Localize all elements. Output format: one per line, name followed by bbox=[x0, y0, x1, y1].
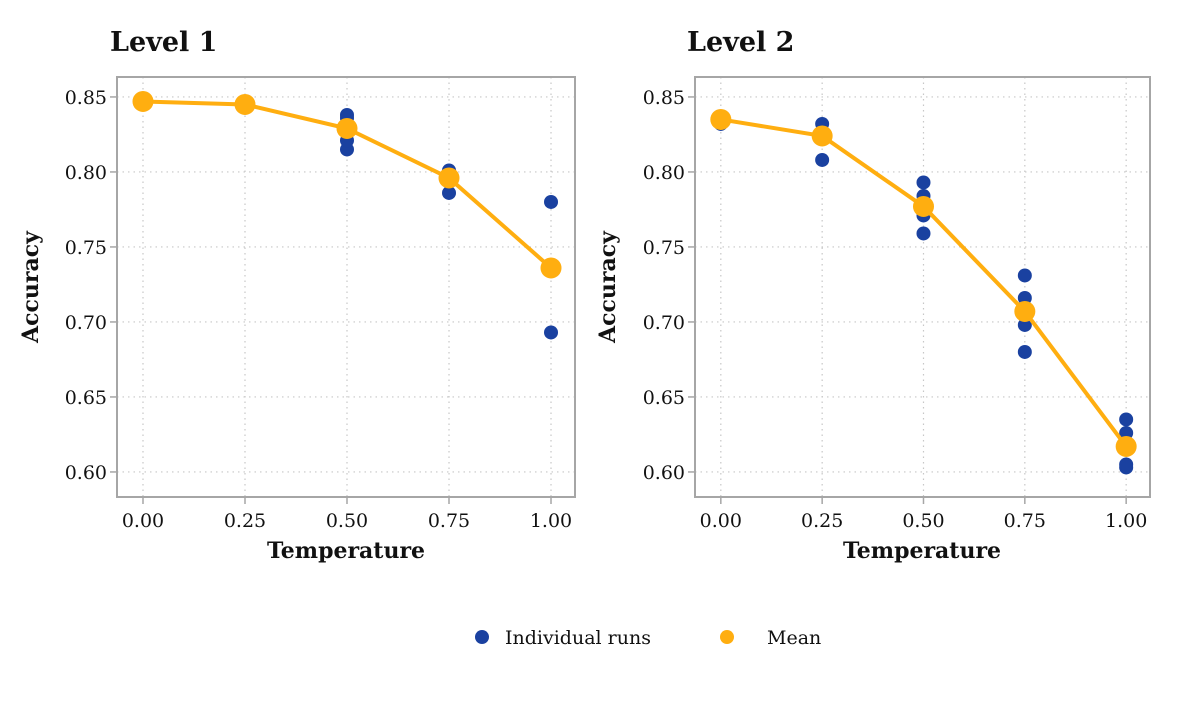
x-tick-label: 0.50 bbox=[326, 510, 368, 532]
x-tick-label: 0.25 bbox=[224, 510, 266, 532]
x-tick-label: 1.00 bbox=[530, 510, 572, 532]
individual-run-dot bbox=[544, 194, 559, 209]
mean-legend-label: Mean bbox=[767, 627, 821, 649]
x-tick-label: 0.00 bbox=[122, 510, 164, 532]
y-tick-label: 0.85 bbox=[65, 87, 107, 109]
level-2-x-axis-title: Temperature bbox=[843, 538, 1001, 564]
individual-run-dot bbox=[916, 175, 931, 190]
individual-run-dot bbox=[1017, 290, 1032, 305]
y-tick-label: 0.80 bbox=[65, 162, 107, 184]
plot-frame bbox=[694, 76, 1151, 498]
mean-dot bbox=[540, 257, 562, 279]
x-tick-label: 0.00 bbox=[700, 510, 742, 532]
mean-dot bbox=[710, 108, 732, 130]
x-tick-label: 0.75 bbox=[1004, 510, 1046, 532]
mean-dot bbox=[1014, 300, 1036, 322]
mean-legend-dot-icon bbox=[720, 630, 734, 644]
y-tick-label: 0.60 bbox=[65, 462, 107, 484]
level-1-y-axis-title: Accuracy bbox=[18, 230, 44, 344]
mean-dot bbox=[336, 117, 358, 139]
mean-dot bbox=[438, 167, 460, 189]
mean-dot bbox=[1115, 435, 1137, 457]
y-tick-label: 0.75 bbox=[643, 237, 685, 259]
mean-dot bbox=[234, 93, 256, 115]
x-tick-label: 0.75 bbox=[428, 510, 470, 532]
level-2-y-axis-title: Accuracy bbox=[595, 230, 621, 344]
x-tick-label: 0.25 bbox=[801, 510, 843, 532]
individual-run-dot bbox=[1017, 317, 1032, 332]
y-tick-label: 0.65 bbox=[643, 387, 685, 409]
individual-runs-legend-dot-icon bbox=[475, 630, 489, 644]
y-tick-label: 0.80 bbox=[643, 162, 685, 184]
x-tick-label: 0.50 bbox=[902, 510, 944, 532]
x-tick-label: 1.00 bbox=[1105, 510, 1147, 532]
level-2-plot-area: 0.00 0.25 0.50 0.75 1.00 0.85 0.80 0.75 0.70 0.65… bbox=[643, 76, 1151, 532]
individual-run-dot bbox=[815, 152, 830, 167]
y-tick-label: 0.75 bbox=[65, 237, 107, 259]
individual-run-dot bbox=[1119, 457, 1134, 472]
level-1-title: Level 1 bbox=[110, 27, 217, 58]
level-2-panel: 0.00 0.25 0.50 0.75 1.00 0.85 0.80 0.75 0.70 0.65… bbox=[595, 27, 1151, 564]
level-1-panel: 0.00 0.25 0.50 0.75 1.00 0.85 0.80 0.75 0.70 0.65… bbox=[18, 27, 576, 564]
legend: Individual runs Mean bbox=[475, 627, 821, 649]
level-2-title: Level 2 bbox=[687, 27, 794, 58]
individual-run-dot bbox=[1119, 425, 1134, 440]
individual-runs-legend-label: Individual runs bbox=[505, 627, 651, 649]
y-tick-label: 0.85 bbox=[643, 87, 685, 109]
plot-frame bbox=[116, 76, 576, 498]
individual-run-dot bbox=[1017, 268, 1032, 283]
mean-dot bbox=[912, 195, 934, 217]
individual-run-dot bbox=[544, 325, 559, 340]
y-tick-label: 0.60 bbox=[643, 462, 685, 484]
y-tick-label: 0.70 bbox=[65, 312, 107, 334]
individual-run-dot bbox=[916, 226, 931, 241]
individual-run-dot bbox=[1017, 344, 1032, 359]
individual-run-dot bbox=[339, 107, 354, 122]
mean-dot bbox=[132, 90, 154, 112]
y-tick-label: 0.70 bbox=[643, 312, 685, 334]
level-1-plot-area: 0.00 0.25 0.50 0.75 1.00 0.85 0.80 0.75 0.70 0.65… bbox=[65, 76, 576, 532]
y-tick-label: 0.65 bbox=[65, 387, 107, 409]
mean-dot bbox=[811, 125, 833, 147]
level-1-x-axis-title: Temperature bbox=[267, 538, 425, 564]
individual-run-dot bbox=[442, 185, 457, 200]
individual-run-dot bbox=[1119, 412, 1134, 427]
